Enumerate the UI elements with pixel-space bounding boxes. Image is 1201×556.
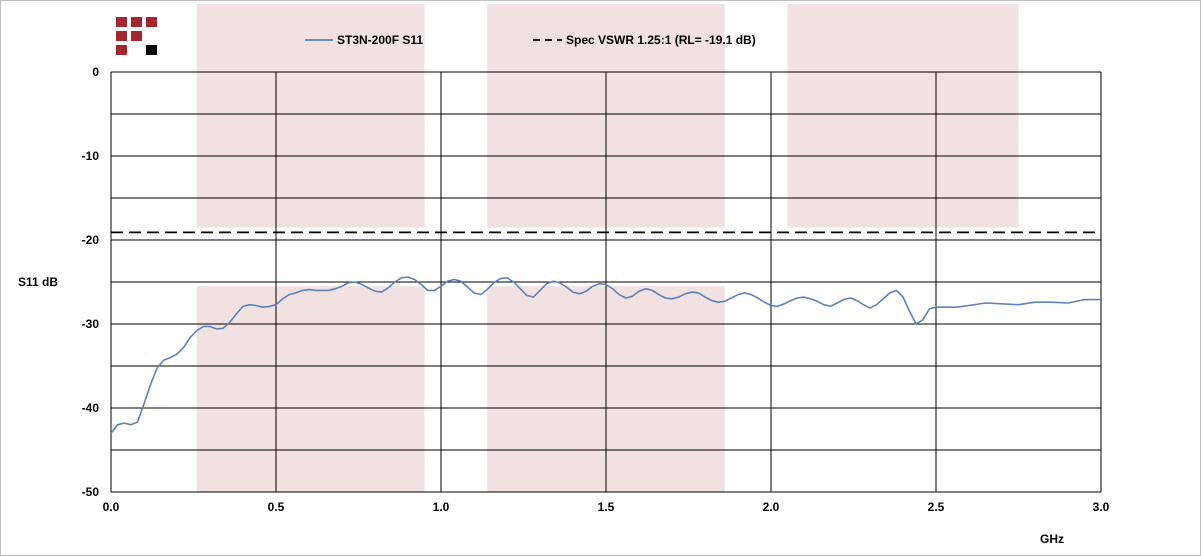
logo-square: [146, 17, 157, 27]
x-axis-ticks: 0.0 0.5 1.0 1.5 2.0 2.5 3.0: [103, 500, 1110, 514]
y-axis-label: S11 dB: [18, 275, 58, 289]
shaded-bands: [196, 4, 1019, 492]
measured-s11-line: [110, 276, 1101, 434]
logo-square: [131, 17, 142, 27]
x-tick-label: 2.5: [928, 500, 945, 514]
x-tick-label: 2.0: [763, 500, 780, 514]
y-axis-ticks: 0 -10 -20 -30 -40 -50: [82, 65, 100, 499]
y-tick-label: -20: [82, 233, 100, 247]
legend-label-measured: ST3N-200F S11: [337, 33, 423, 47]
y-tick-label: -50: [82, 485, 100, 499]
y-tick-label: -10: [82, 149, 100, 163]
company-logo-grid-icon: [116, 17, 157, 55]
y-tick-label: -30: [82, 317, 100, 331]
logo-square: [131, 31, 142, 41]
logo-square: [146, 45, 157, 55]
shaded-band-0-1: [196, 286, 425, 492]
shaded-band-0-0: [196, 4, 425, 228]
x-tick-label: 3.0: [1093, 500, 1110, 514]
logo-square: [116, 45, 127, 55]
legend-label-spec: Spec VSWR 1.25:1 (RL= -19.1 dB): [566, 33, 756, 47]
x-tick-label: 1.0: [433, 500, 450, 514]
logo-square: [116, 17, 127, 27]
shaded-band-2-0: [787, 4, 1019, 228]
logo-square: [116, 31, 127, 41]
x-axis-label: GHz: [1040, 532, 1064, 546]
x-tick-label: 0.0: [103, 500, 120, 514]
series-lines: [110, 231, 1101, 434]
grid-lines: [110, 71, 1102, 493]
x-tick-label: 0.5: [268, 500, 285, 514]
legend: ST3N-200F S11 Spec VSWR 1.25:1 (RL= -19.…: [305, 33, 756, 47]
x-tick-label: 1.5: [598, 500, 615, 514]
y-tick-label: -40: [82, 401, 100, 415]
y-tick-label: 0: [92, 65, 99, 79]
